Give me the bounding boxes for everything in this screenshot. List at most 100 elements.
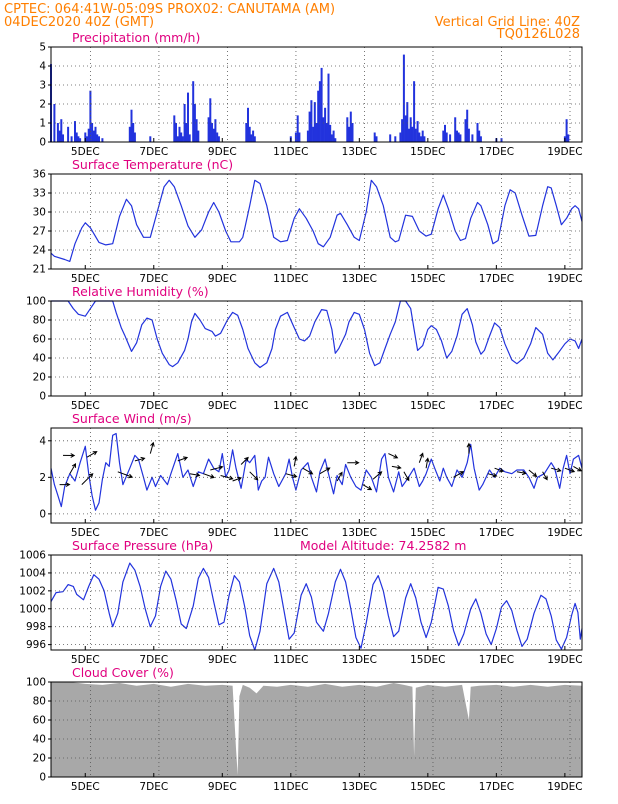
precip-bar [500,138,503,142]
cloud-cover-data [51,682,582,777]
x-tick-label: 17DEC [479,146,514,158]
precip-bar [192,81,195,142]
y-tick-label: 4 [39,61,46,73]
precip-bar [181,136,184,142]
x-tick-label: 7DEC [139,781,168,793]
wind-vector-arrow [59,482,71,487]
precip-bar [298,132,301,142]
x-tick-label: 15DEC [410,527,445,539]
precip-bar [188,134,191,142]
wind-vector-arrow [391,465,402,470]
x-tick-label: 9DEC [208,146,237,158]
temperature-data [50,179,583,262]
precip-bar [175,123,177,142]
x-tick-label: 9DEC [208,527,237,539]
precip-bar [214,119,217,142]
cloud-cover-area [51,682,582,777]
wind-vector-arrow [573,465,583,472]
header-model-id: TQ0126L028 [496,27,580,42]
wind-vector-arrow [220,475,234,481]
wind-vector-arrow [319,467,331,475]
x-tick-label: 5DEC [71,781,100,793]
x-tick-label: 15DEC [410,781,445,793]
precip-bar [478,130,481,142]
wind-vector-arrow [551,467,562,473]
wind-vector-arrow [177,456,189,462]
precip-bar [404,115,407,142]
wind-vector-arrow [203,473,215,479]
x-tick-label: 5DEC [71,527,100,539]
precipitation-frame [50,46,583,143]
precip-bar [296,115,299,142]
x-tick-label: 17DEC [479,527,514,539]
wind-vector-arrow [302,467,314,475]
wind-vector-arrow [424,457,430,469]
precip-bar [92,130,95,142]
precip-bar [467,128,470,142]
wind-vector-arrow [388,453,399,459]
precip-bar [334,138,337,142]
wind-vector-arrow [347,460,360,466]
temperature-frame [50,173,583,270]
y-tick-label: 80 [33,315,46,327]
y-tick-label: 3 [39,80,46,92]
precip-bar [479,136,482,142]
precip-bar [418,132,421,142]
x-tick-label: 19DEC [547,400,582,412]
precip-bar [133,132,136,142]
precip-bar [149,136,152,142]
pressure-panel: 996 998 1000 1002 1004 1006 5DEC 7DEC 9DEC 11DEC 1… [19,538,582,666]
y-tick-label: 100 [26,677,46,689]
precip-bar [128,126,131,142]
wind-vector-arrow [487,472,498,478]
precip-bar [86,136,88,142]
precip-bar [399,132,402,142]
precip-bar [176,136,179,142]
precip-bar [401,119,404,142]
humidity-data [51,300,583,369]
wind-vector-arrow [232,476,242,482]
precip-bar [444,124,446,142]
precipitation-data [50,54,570,142]
x-tick-label: 19DEC [547,527,582,539]
x-tick-label: 19DEC [547,273,582,285]
precip-bar [318,81,321,142]
wind-vector-arrow [564,467,576,473]
precip-bar [209,98,212,142]
precip-bar [423,136,426,142]
x-tick-label: 13DEC [342,781,377,793]
precip-bar [197,130,200,142]
precip-bar [312,126,315,142]
precip-bar [567,134,570,142]
wind-panel: 0 2 4 5DEC 7DEC 9DEC 11DEC 13DEC 15DEC 17DEC 19DEC… [39,411,582,539]
x-tick-label: 5DEC [71,400,100,412]
precip-bar [195,119,198,142]
y-tick-label: 60 [33,334,46,346]
x-tick-label: 17DEC [479,654,514,666]
precip-bar [476,123,479,142]
precip-bar [94,126,97,142]
header-grid-note: Vertical Grid Line: 40Z [435,15,580,30]
wind-vector-arrow [210,465,224,471]
y-tick-label: 27 [33,226,46,238]
x-tick-label: 9DEC [208,273,237,285]
precip-bar [306,130,309,142]
pressure-title: Surface Pressure (hPa) [72,538,213,553]
precip-bar [130,109,133,142]
precip-bar [459,134,462,142]
precip-bar [445,132,448,142]
precip-bar [207,117,210,142]
pressure-frame [50,554,583,651]
cloud-cover-panel: 0 20 40 60 80 100 5DEC 7DEC 9DEC 11DEC 13DEC 15DEC 1… [26,665,583,793]
wind-vector-arrow [240,456,249,465]
wind-vector-arrow [494,467,505,473]
precip-bar [349,111,352,142]
precip-bar [332,130,335,142]
y-tick-label: 998 [26,621,46,633]
humidity-panel: 0 20 40 60 80 100 5DEC 7DEC 9DEC 11DEC 13DEC 15DEC 1… [26,284,583,412]
precip-bar [180,132,183,142]
wind-vector-arrow [293,455,298,467]
y-tick-label: 1000 [19,603,46,615]
precip-bar [471,134,474,142]
